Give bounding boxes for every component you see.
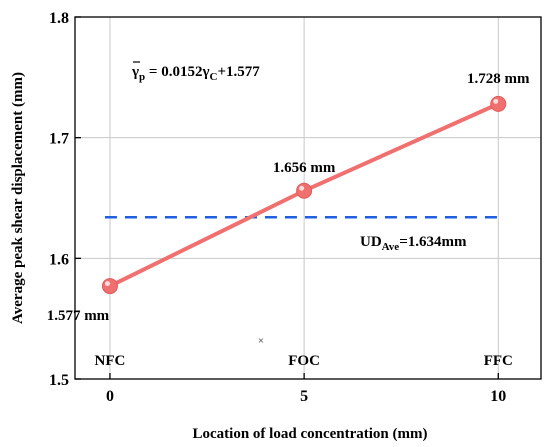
data-point bbox=[490, 95, 507, 112]
data-point bbox=[101, 278, 118, 295]
data-point-highlight bbox=[493, 98, 499, 104]
ud-label-main: UD bbox=[360, 234, 382, 250]
y-axis-title: Average peak shear displacement (mm) bbox=[10, 72, 26, 324]
plot-frame bbox=[74, 16, 542, 380]
category-label: FOC bbox=[288, 353, 320, 369]
y-tick-label: 1.6 bbox=[49, 251, 69, 268]
equation-annotation: γp = 0.0152γC+1.577 bbox=[131, 61, 260, 83]
x-tick-label: 0 bbox=[106, 388, 114, 405]
equation-subscript-c: C bbox=[209, 71, 217, 83]
ud-label-value: =1.634mm bbox=[399, 234, 467, 250]
ud-label-sub: Ave bbox=[382, 241, 400, 253]
data-label: 1.577 mm bbox=[47, 308, 110, 324]
axis-ticks: 0 5 10 1.5 1.6 1.7 1.8 bbox=[49, 10, 506, 405]
reference-line-label: UDAve=1.634mm bbox=[360, 234, 467, 253]
svg-text:γp = 0.0152γC+1.577: γp = 0.0152γC+1.577 bbox=[131, 64, 260, 83]
data-labels: 1.577 mm 1.656 mm 1.728 mm bbox=[47, 71, 530, 324]
equation-intercept: +1.577 bbox=[217, 64, 260, 80]
svg-text:UDAve=1.634mm: UDAve=1.634mm bbox=[360, 234, 467, 253]
category-label: NFC bbox=[95, 353, 126, 369]
x-axis-title: Location of load concentration (mm) bbox=[193, 426, 428, 442]
data-label: 1.728 mm bbox=[467, 71, 530, 87]
category-labels: NFC FOC FFC bbox=[95, 353, 513, 369]
category-label: FFC bbox=[484, 353, 513, 369]
data-point-highlight bbox=[104, 281, 110, 287]
series-line bbox=[101, 95, 507, 295]
x-tick-label: 5 bbox=[300, 388, 308, 405]
x-tick-label: 10 bbox=[490, 388, 506, 405]
data-point-highlight bbox=[299, 185, 305, 191]
data-point bbox=[296, 182, 313, 199]
y-tick-label: 1.7 bbox=[49, 131, 69, 148]
equation-subscript-p: p bbox=[139, 71, 145, 83]
y-tick-label: 1.8 bbox=[49, 10, 69, 27]
y-tick-label: 1.5 bbox=[49, 372, 69, 389]
data-label: 1.656 mm bbox=[273, 160, 336, 176]
stray-marker: × bbox=[258, 336, 265, 345]
equation-symbol: γ bbox=[131, 64, 139, 80]
equation-body: = 0.0152γ bbox=[145, 64, 209, 80]
